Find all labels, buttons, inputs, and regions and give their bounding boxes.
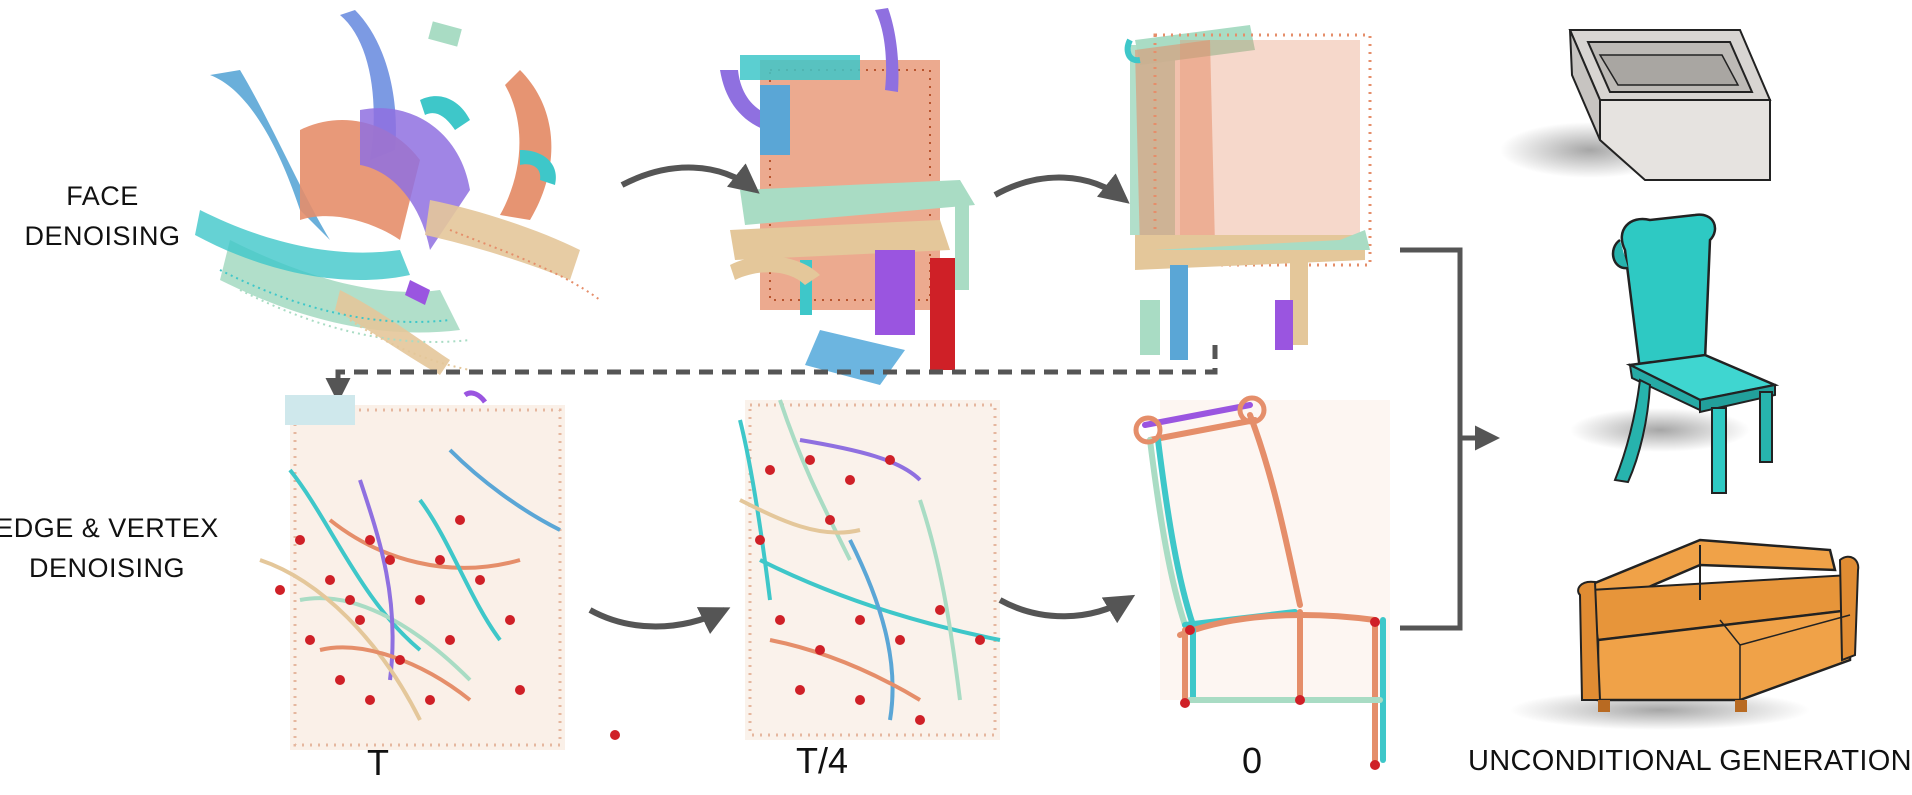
arrow-face-1	[620, 163, 760, 194]
edge-vertex-denoising-label: EDGE & VERTEX DENOISING	[0, 508, 222, 588]
edge-label-line2: DENOISING	[28, 553, 186, 583]
arrow-face-2	[993, 173, 1130, 204]
edge-label-line1: EDGE & VERTEX	[0, 513, 219, 543]
edge-mid-render	[738, 399, 1001, 740]
face-label-line1: FACE	[66, 181, 139, 211]
bathtub-render	[1500, 29, 1772, 181]
face-mid-render	[720, 8, 975, 385]
step-label-t: T	[367, 742, 389, 783]
arrow-edge-1	[588, 607, 731, 635]
dashed-connector	[325, 345, 1218, 403]
step-label-t-quarter: T/4	[795, 740, 848, 781]
face-denoising-label: FACE DENOISING	[10, 176, 195, 256]
arrow-edge-2	[998, 594, 1136, 624]
chair-render	[1570, 213, 1780, 494]
face-label-line2: DENOISING	[24, 221, 181, 251]
edge-noisy-render	[259, 390, 620, 750]
face-noisy-render	[195, 10, 601, 375]
unconditional-generation-label: UNCONDITIONAL GENERATION	[1468, 745, 1912, 777]
sofa-render	[1510, 538, 1860, 730]
face-clean-render	[1124, 25, 1372, 360]
step-label-zero: 0	[1241, 740, 1263, 781]
edge-clean-render	[1133, 395, 1390, 770]
merge-bracket	[1400, 247, 1500, 631]
